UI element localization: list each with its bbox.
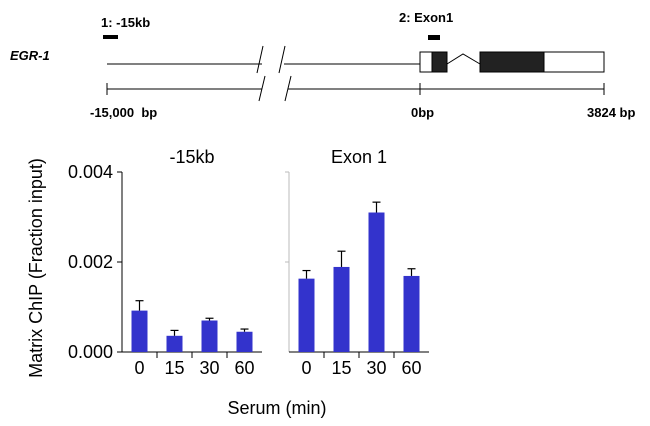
exon-1-coding — [431, 51, 448, 73]
bar — [236, 331, 253, 352]
x-tick-label: 60 — [401, 358, 421, 378]
bar — [403, 275, 420, 352]
region-2-marker — [428, 35, 440, 40]
x-axis-label: Serum (min) — [227, 398, 326, 418]
y-tick-label: 0.000 — [68, 342, 113, 362]
x-tick-label: 60 — [234, 358, 254, 378]
coord-end-label: 3824 bp — [587, 105, 635, 120]
bar — [298, 278, 315, 352]
coord-start-label: -15,000 bp — [90, 105, 157, 120]
x-tick-label: 15 — [331, 358, 351, 378]
region-1-label: 1: -15kb — [101, 15, 150, 30]
x-tick-label: 15 — [164, 358, 184, 378]
region-1-marker — [103, 35, 118, 39]
bar — [166, 335, 183, 352]
x-tick-label: 30 — [366, 358, 386, 378]
coord-zero-label: 0bp — [411, 105, 434, 120]
gene-break-mark-2 — [278, 45, 286, 74]
chart-title: -15kb — [169, 147, 214, 167]
chart-title: Exon 1 — [331, 147, 387, 167]
gene-map: 1: -15kb 2: Exon1 EGR-1 -15,000 bp 0bp 3… — [10, 10, 635, 120]
bar — [131, 310, 148, 352]
coord-break-mark-1 — [258, 75, 266, 102]
region-2-label: 2: Exon1 — [399, 10, 453, 25]
chart-panel-minus-15kb: 0.000 0.002 0.004 -15kb 0 15 30 60 — [68, 147, 262, 378]
x-tick-label: 0 — [134, 358, 144, 378]
y-axis-label: Matrix ChIP (Fraction input) — [26, 158, 46, 378]
exon-2-coding — [479, 51, 545, 73]
gene-label: EGR-1 — [10, 48, 50, 63]
bar — [333, 266, 350, 352]
x-tick-label: 30 — [199, 358, 219, 378]
y-tick-label: 0.004 — [68, 162, 113, 182]
chart-panel-exon-1: Exon 1 0 15 30 60 — [285, 147, 429, 378]
bar — [201, 320, 218, 352]
bar — [368, 212, 385, 352]
intron — [446, 53, 481, 65]
exon-1-utr — [419, 51, 433, 73]
x-tick-label: 0 — [301, 358, 311, 378]
y-tick-label: 0.002 — [68, 252, 113, 272]
exon-2-utr — [543, 51, 605, 73]
gene-break-mark-1 — [256, 45, 264, 74]
